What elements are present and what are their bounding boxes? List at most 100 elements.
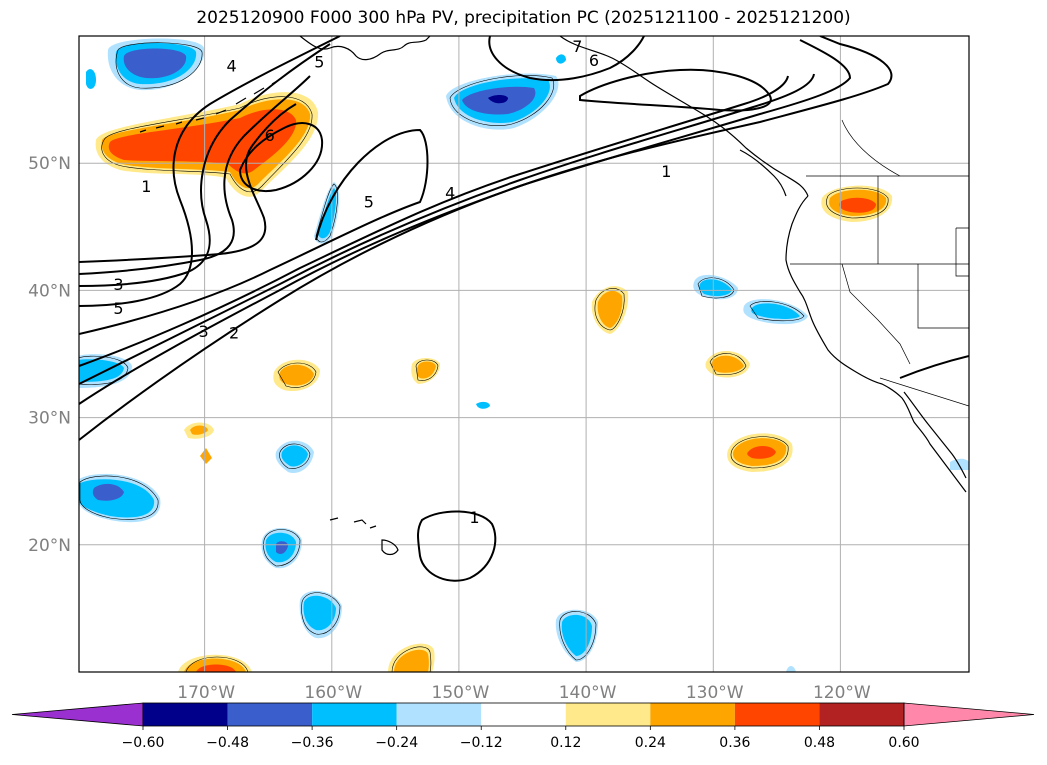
lon-tick-label: 140°W — [559, 683, 617, 703]
precip-positive-region — [190, 425, 208, 435]
pv-contour-line — [79, 75, 311, 275]
lat-tick-label: 50°N — [28, 154, 71, 174]
precip-positive-region — [839, 197, 876, 213]
political-borders — [790, 119, 969, 407]
colorbar-swatch — [227, 703, 313, 726]
colorbar-tick-label: 0.60 — [888, 735, 919, 751]
colorbar-swatch — [734, 703, 820, 726]
lon-tick-label: 130°W — [686, 683, 744, 703]
pv-contour-label: 1 — [469, 508, 479, 527]
pv-contour-line — [238, 122, 324, 192]
pv-contour-label: 5 — [314, 52, 324, 71]
vancouver-island — [739, 149, 787, 197]
lon-tick-label: 170°W — [177, 683, 235, 703]
pv-contours — [79, 36, 969, 582]
pv-contour-line — [579, 68, 772, 112]
colorbar-swatch — [481, 703, 566, 726]
precip-positive-region — [394, 649, 429, 672]
colorbar-tick-label: 0.24 — [635, 735, 666, 751]
colorbar-tick-label: 0.12 — [550, 735, 581, 751]
colorbar-tick-label: −0.12 — [460, 735, 503, 751]
colorbar-tick-label: −0.36 — [291, 735, 334, 751]
lat-tick-label: 30°N — [28, 409, 71, 429]
west-coast — [785, 195, 967, 493]
colorbar-tick-label: −0.24 — [375, 735, 418, 751]
precip-negative-region — [561, 614, 592, 656]
pv-contour-line — [79, 103, 297, 263]
baja-coast — [903, 391, 967, 479]
precip-positive-region — [416, 361, 436, 379]
precip-positive-region — [279, 364, 314, 386]
pv-contour-line — [79, 36, 341, 307]
lon-tick-label: 160°W — [304, 683, 362, 703]
colorbar-tick-label: 0.36 — [719, 735, 750, 751]
pv-contour-line — [79, 39, 852, 405]
lat-tick-label: 20°N — [28, 536, 71, 556]
pv-contour-label: 4 — [445, 183, 455, 202]
precip-negative-region — [699, 279, 732, 297]
lat-tick-label: 40°N — [28, 281, 71, 301]
map-frame — [78, 35, 970, 673]
colorbar-tick-label: −0.60 — [122, 735, 165, 751]
colorbar-swatch — [565, 703, 651, 726]
precip-positive-region — [747, 446, 776, 459]
precip-outlines — [79, 42, 889, 672]
lon-tick-label: 120°W — [813, 683, 871, 703]
precip-negative-region — [751, 303, 800, 319]
aleutian-islands — [139, 77, 283, 133]
colorbar-swatch — [396, 703, 482, 726]
pv-contour-label: 1 — [141, 177, 151, 196]
pv-contour-label: 7 — [572, 37, 582, 56]
pv-contour-label: 4 — [226, 56, 236, 75]
pv-contour-label: 6 — [265, 126, 275, 145]
pv-contour-label: 5 — [364, 192, 374, 211]
precip-negative-region — [92, 483, 124, 501]
pv-contour-label: 2 — [229, 323, 239, 342]
colorbar-swatch — [312, 703, 397, 726]
pv-contour-line — [899, 355, 969, 379]
precip-negative-region — [123, 48, 187, 79]
precip-negative-region — [281, 445, 308, 467]
pv-contour-label: 3 — [113, 275, 123, 294]
latitude-tick-labels: 50°N 40°N 30°N 20°N — [28, 154, 71, 556]
precip-negative-region — [488, 95, 508, 104]
precip-negative-region — [303, 595, 336, 631]
pv-contour-line — [79, 128, 429, 335]
precip-negative-region — [79, 359, 124, 382]
precip-positive-region — [597, 290, 623, 328]
precip-negative-region — [950, 458, 969, 470]
colorbar: −0.60 −0.48 −0.36 −0.24 −0.12 0.12 0.24 0.36 0.4… — [11, 702, 1035, 751]
precip-positive-region — [196, 664, 236, 672]
colorbar-extend-high — [903, 702, 1035, 727]
pv-contour-label: 1 — [661, 162, 671, 181]
pv-contour-line — [488, 36, 645, 82]
colorbar-extend-low — [11, 702, 144, 727]
pv-contour-line — [79, 43, 331, 287]
pv-contour-label: 5 — [113, 299, 123, 318]
precip-negative-region — [786, 666, 796, 672]
precip-negative-region — [556, 54, 566, 64]
lon-tick-label: 150°W — [432, 683, 490, 703]
pv-contour-label: 3 — [199, 322, 209, 341]
pv-contour-label: 6 — [589, 51, 599, 70]
precip-negative-region — [86, 69, 96, 89]
colorbar-swatch — [650, 703, 735, 726]
precipitation-field — [79, 38, 969, 672]
colorbar-frame — [142, 702, 905, 727]
figure-title: 2025120900 F000 300 hPa PV, precipitatio… — [196, 8, 851, 28]
colorbar-tick-label: 0.48 — [804, 735, 835, 751]
colorbar-swatch — [819, 703, 904, 726]
hawaiian-islands — [329, 517, 399, 556]
alaska-coast — [299, 36, 431, 61]
pv-contour-line — [79, 75, 789, 367]
pv-contour-line — [79, 73, 815, 385]
pv-contour-line — [417, 510, 497, 582]
precip-positive-region — [200, 448, 212, 464]
colorbar-swatch — [143, 703, 228, 726]
precip-negative-region — [476, 401, 490, 409]
longitude-tick-labels: 170°W 160°W 150°W 140°W 130°W 120°W — [177, 683, 871, 703]
precip-positive-region — [108, 109, 297, 174]
precip-positive-region — [711, 355, 744, 373]
